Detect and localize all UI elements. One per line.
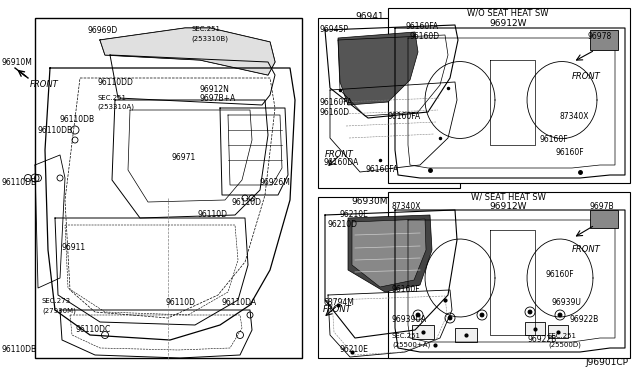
Text: 96926M: 96926M — [260, 178, 291, 187]
Text: 96939U: 96939U — [552, 298, 582, 307]
Bar — [388, 192, 630, 358]
Bar — [388, 8, 630, 183]
Text: 96210D: 96210D — [328, 220, 358, 229]
Text: 68794M: 68794M — [323, 298, 354, 307]
Bar — [318, 18, 460, 188]
Polygon shape — [338, 32, 418, 105]
Text: 96939UA: 96939UA — [392, 315, 427, 324]
Text: 96110DD: 96110DD — [97, 78, 133, 87]
Text: 96945P: 96945P — [320, 25, 349, 34]
Text: 96110D: 96110D — [198, 210, 228, 219]
Polygon shape — [352, 219, 426, 287]
Polygon shape — [590, 210, 618, 228]
Text: FRONT: FRONT — [572, 245, 601, 254]
Text: W/ SEAT HEAT SW: W/ SEAT HEAT SW — [470, 193, 545, 202]
Text: 96110DC: 96110DC — [75, 325, 110, 334]
Text: 96978: 96978 — [587, 32, 611, 41]
Text: (27930M): (27930M) — [42, 308, 76, 314]
Text: 96110DB: 96110DB — [38, 126, 73, 135]
Text: J96901CP: J96901CP — [585, 358, 628, 367]
Circle shape — [416, 313, 420, 317]
Text: 96160FA: 96160FA — [365, 165, 398, 174]
Text: 96160F: 96160F — [392, 285, 420, 294]
Circle shape — [480, 313, 484, 317]
Text: 96160FA: 96160FA — [405, 22, 438, 31]
Text: 9697B: 9697B — [590, 202, 614, 211]
Text: (253310B): (253310B) — [191, 35, 228, 42]
Text: 96912W: 96912W — [489, 19, 527, 28]
Text: SEC.273: SEC.273 — [42, 298, 71, 304]
Text: 96971: 96971 — [172, 153, 196, 162]
Text: 96160F: 96160F — [545, 270, 573, 279]
Polygon shape — [100, 28, 275, 75]
Text: 96210E: 96210E — [340, 345, 369, 354]
Bar — [455, 328, 477, 342]
Bar — [548, 325, 568, 338]
Text: SEC.251: SEC.251 — [548, 333, 577, 339]
Text: 96110DB: 96110DB — [2, 178, 37, 187]
Text: 96930M: 96930M — [352, 197, 388, 206]
Text: FRONT: FRONT — [323, 305, 352, 314]
Text: 96922B: 96922B — [528, 335, 557, 344]
Text: 96160DA: 96160DA — [323, 158, 358, 167]
Text: FRONT: FRONT — [30, 80, 59, 89]
Text: SEC.251: SEC.251 — [97, 95, 126, 101]
Circle shape — [448, 316, 452, 320]
Text: SEC.251: SEC.251 — [191, 26, 220, 32]
Text: 96912W: 96912W — [489, 202, 527, 211]
Text: 96160D: 96160D — [320, 108, 350, 117]
Text: 96110D: 96110D — [165, 298, 195, 307]
Text: 96922B: 96922B — [570, 315, 599, 324]
Text: W/O SEAT HEAT SW: W/O SEAT HEAT SW — [467, 9, 548, 18]
Text: 9697B+A: 9697B+A — [200, 94, 236, 103]
Bar — [35, 18, 302, 358]
Polygon shape — [348, 215, 432, 292]
Text: 96110DB: 96110DB — [2, 345, 37, 354]
Text: 96160D: 96160D — [410, 32, 440, 41]
Circle shape — [528, 310, 532, 314]
Bar — [412, 325, 434, 339]
Text: 96160F: 96160F — [540, 135, 568, 144]
Text: 96160F: 96160F — [555, 148, 584, 157]
Text: 96110DA: 96110DA — [222, 298, 257, 307]
Text: 96941: 96941 — [356, 12, 384, 21]
Text: 96110DB: 96110DB — [60, 115, 95, 124]
Text: 96969D: 96969D — [88, 26, 118, 35]
Polygon shape — [590, 30, 618, 50]
Circle shape — [558, 313, 562, 317]
Text: 96160FA: 96160FA — [388, 112, 421, 121]
Bar — [525, 322, 545, 335]
Text: 96160FA: 96160FA — [320, 98, 353, 107]
Text: 96911: 96911 — [62, 243, 86, 252]
Text: 96912N: 96912N — [200, 85, 230, 94]
Text: 87340X: 87340X — [392, 202, 422, 211]
Text: FRONT: FRONT — [325, 150, 354, 159]
Text: (25500+A): (25500+A) — [392, 342, 430, 349]
Text: 96210E: 96210E — [340, 210, 369, 219]
Text: 96910M: 96910M — [2, 58, 33, 67]
Text: 96110D: 96110D — [232, 198, 262, 207]
Bar — [318, 197, 460, 358]
Text: SEC.251: SEC.251 — [392, 333, 421, 339]
Text: 87340X: 87340X — [560, 112, 589, 121]
Text: (253310A): (253310A) — [97, 104, 134, 110]
Text: (25500D): (25500D) — [548, 342, 581, 349]
Text: FRONT: FRONT — [572, 72, 601, 81]
